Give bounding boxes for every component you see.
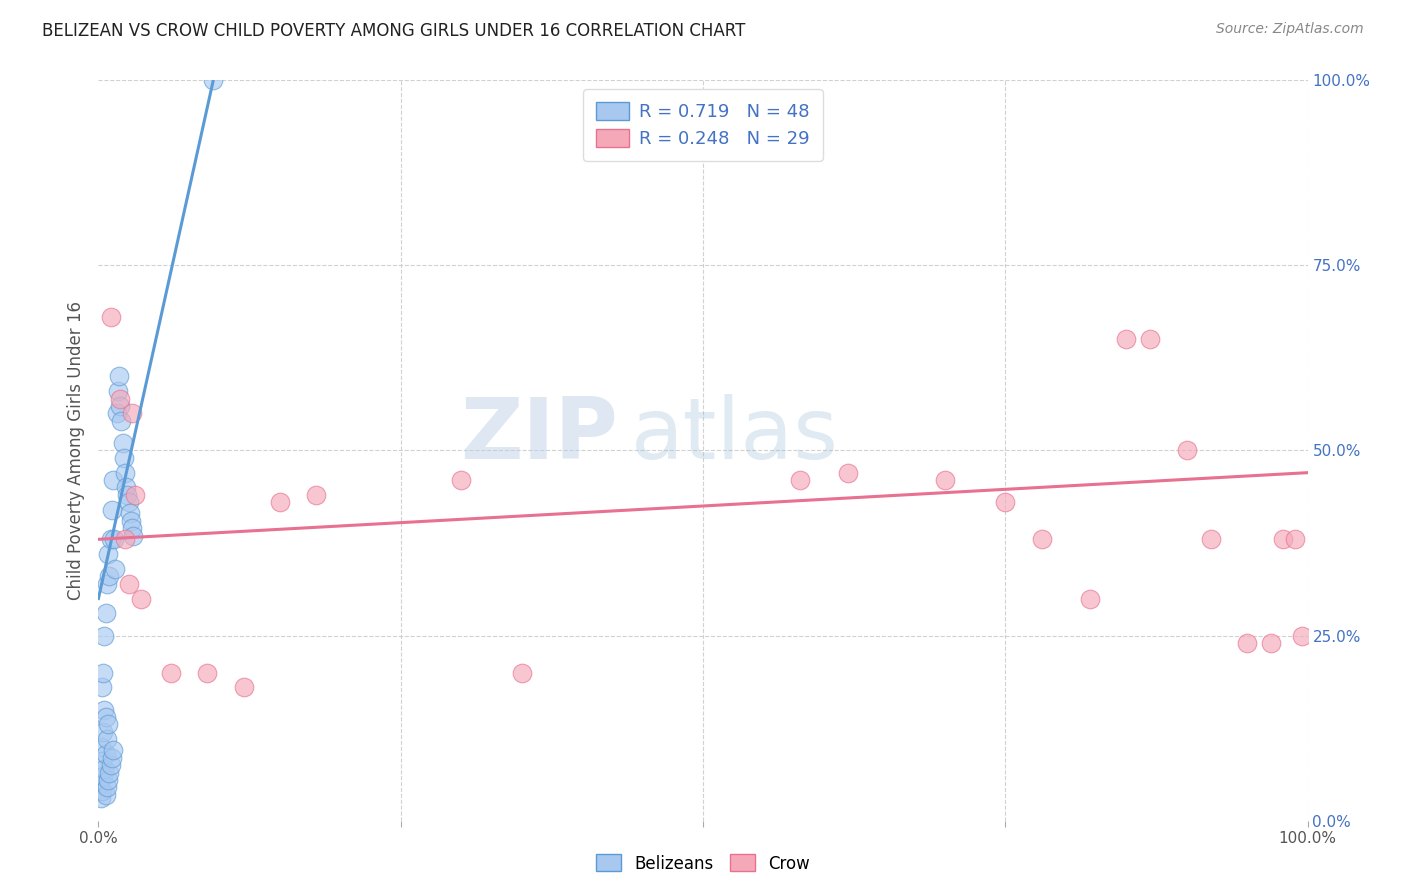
- Point: [91, 665, 114, 680]
- Point: [105, 407, 128, 421]
- Point: [129, 591, 152, 606]
- Point: [1199, 533, 1222, 547]
- Point: [89, 776, 111, 791]
- Point: [1236, 636, 1258, 650]
- Point: [121, 407, 143, 421]
- Point: [232, 681, 254, 695]
- Point: [96, 732, 118, 747]
- Point: [94, 710, 117, 724]
- Point: [98, 765, 121, 780]
- Point: [111, 436, 134, 450]
- Point: [121, 521, 143, 535]
- Point: [934, 473, 956, 487]
- Point: [269, 495, 291, 509]
- Point: [96, 780, 118, 795]
- Text: Source: ZipAtlas.com: Source: ZipAtlas.com: [1216, 22, 1364, 37]
- Point: [96, 576, 118, 591]
- Point: [118, 507, 141, 521]
- Point: [94, 788, 117, 802]
- Point: [94, 607, 117, 621]
- Point: [195, 665, 218, 680]
- Point: [115, 480, 138, 494]
- Point: [90, 791, 112, 805]
- Point: [93, 628, 115, 642]
- Point: [98, 569, 121, 583]
- Point: [108, 392, 131, 406]
- Point: [1272, 533, 1295, 547]
- Point: [100, 758, 122, 772]
- Point: [101, 743, 124, 757]
- Point: [100, 533, 122, 547]
- Text: ZIP: ZIP: [461, 394, 619, 477]
- Point: [124, 488, 146, 502]
- Y-axis label: Child Poverty Among Girls Under 16: Child Poverty Among Girls Under 16: [66, 301, 84, 600]
- Legend: R = 0.719   N = 48, R = 0.248   N = 29: R = 0.719 N = 48, R = 0.248 N = 29: [583, 89, 823, 161]
- Point: [108, 369, 131, 384]
- Point: [118, 495, 141, 509]
- Point: [837, 466, 859, 480]
- Point: [114, 466, 136, 480]
- Point: [108, 399, 131, 413]
- Point: [160, 665, 183, 680]
- Point: [100, 310, 122, 325]
- Point: [94, 747, 117, 761]
- Point: [510, 665, 533, 680]
- Point: [100, 502, 122, 516]
- Text: atlas: atlas: [630, 394, 838, 477]
- Point: [91, 724, 114, 739]
- Point: [120, 514, 142, 528]
- Point: [994, 495, 1017, 509]
- Point: [305, 488, 328, 502]
- Point: [789, 473, 811, 487]
- Point: [97, 772, 120, 787]
- Point: [112, 450, 135, 465]
- Point: [1115, 332, 1137, 346]
- Point: [91, 755, 114, 769]
- Point: [90, 739, 112, 754]
- Point: [118, 576, 141, 591]
- Text: BELIZEAN VS CROW CHILD POVERTY AMONG GIRLS UNDER 16 CORRELATION CHART: BELIZEAN VS CROW CHILD POVERTY AMONG GIR…: [42, 22, 745, 40]
- Point: [93, 762, 115, 776]
- Point: [1260, 636, 1282, 650]
- Point: [114, 533, 136, 547]
- Point: [117, 488, 139, 502]
- Point: [93, 703, 115, 717]
- Point: [1139, 332, 1161, 346]
- Legend: Belizeans, Crow: Belizeans, Crow: [589, 847, 817, 880]
- Point: [100, 750, 122, 764]
- Point: [1078, 591, 1101, 606]
- Point: [91, 769, 114, 783]
- Point: [91, 784, 114, 798]
- Point: [122, 528, 145, 542]
- Point: [202, 73, 225, 87]
- Point: [97, 717, 120, 731]
- Point: [1175, 443, 1198, 458]
- Point: [110, 414, 132, 428]
- Point: [97, 547, 120, 561]
- Point: [104, 562, 127, 576]
- Point: [103, 533, 125, 547]
- Point: [107, 384, 129, 399]
- Point: [1031, 533, 1053, 547]
- Point: [1284, 533, 1306, 547]
- Point: [450, 473, 472, 487]
- Point: [1291, 628, 1313, 642]
- Point: [91, 681, 114, 695]
- Point: [101, 473, 124, 487]
